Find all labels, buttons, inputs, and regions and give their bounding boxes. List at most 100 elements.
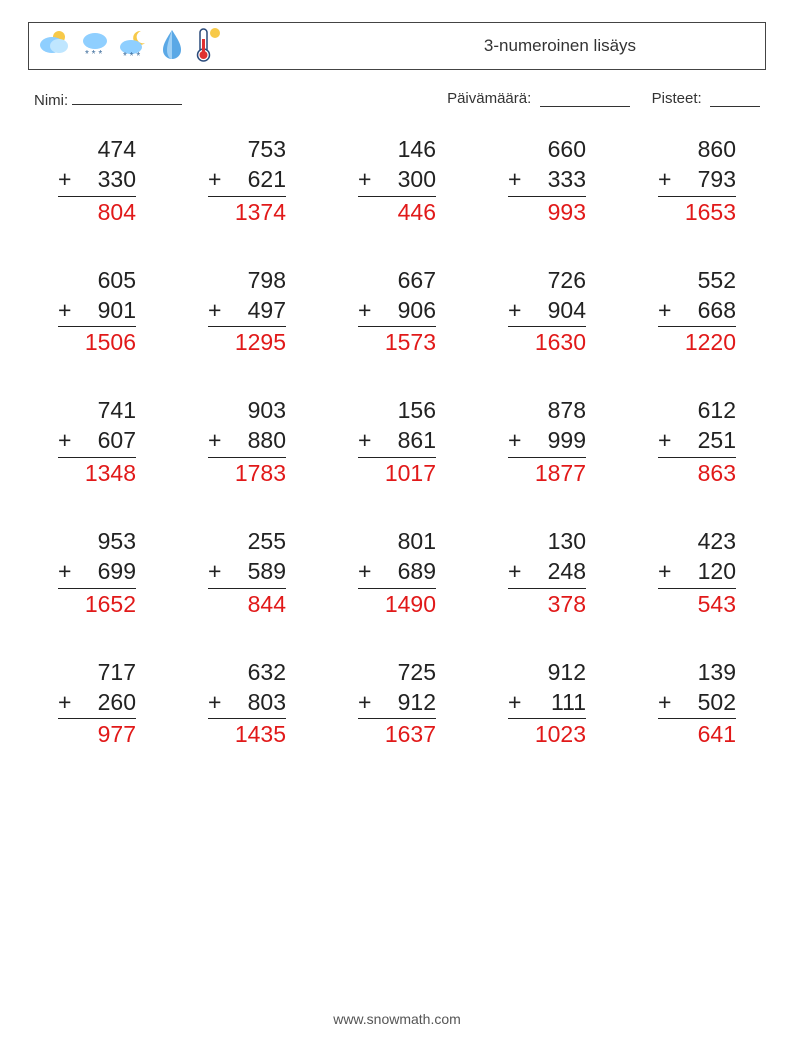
operand-block: 725+912 xyxy=(358,658,436,720)
operand-block: 660+333 xyxy=(508,135,586,197)
operand-block: 741+607 xyxy=(58,396,136,458)
addend-top: 423 xyxy=(658,527,736,557)
plus-sign: + xyxy=(358,557,372,587)
operand-block: 798+497 xyxy=(208,266,286,328)
problem: 903+8801783 xyxy=(192,396,302,489)
plus-sign: + xyxy=(358,165,372,195)
addend-top: 605 xyxy=(58,266,136,296)
addend-row: +607 xyxy=(58,426,136,458)
addend-bottom: 111 xyxy=(522,688,586,718)
plus-sign: + xyxy=(58,426,72,456)
plus-sign: + xyxy=(58,165,72,195)
plus-sign: + xyxy=(58,557,72,587)
answer: 977 xyxy=(58,720,136,750)
answer: 1435 xyxy=(208,720,286,750)
addend-row: +793 xyxy=(658,165,736,197)
addend-bottom: 793 xyxy=(672,165,736,195)
name-blank[interactable] xyxy=(72,90,182,105)
plus-sign: + xyxy=(508,557,522,587)
header-icons: * * * * * * xyxy=(37,25,223,68)
addend-top: 725 xyxy=(358,658,436,688)
problem: 146+300446 xyxy=(342,135,452,228)
addend-top: 860 xyxy=(658,135,736,165)
raindrop-icon xyxy=(157,27,187,66)
plus-sign: + xyxy=(508,165,522,195)
addend-row: +880 xyxy=(208,426,286,458)
operand-block: 860+793 xyxy=(658,135,736,197)
name-label: Nimi: xyxy=(34,92,68,109)
answer: 1652 xyxy=(58,590,136,620)
operand-block: 156+861 xyxy=(358,396,436,458)
addend-top: 667 xyxy=(358,266,436,296)
addend-row: +668 xyxy=(658,296,736,328)
problem: 878+9991877 xyxy=(492,396,602,489)
addend-top: 146 xyxy=(358,135,436,165)
plus-sign: + xyxy=(208,557,222,587)
operand-block: 726+904 xyxy=(508,266,586,328)
addend-bottom: 880 xyxy=(222,426,286,456)
answer: 863 xyxy=(658,459,736,489)
operand-block: 612+251 xyxy=(658,396,736,458)
plus-sign: + xyxy=(208,688,222,718)
plus-sign: + xyxy=(358,426,372,456)
operand-block: 912+111 xyxy=(508,658,586,720)
answer: 1017 xyxy=(358,459,436,489)
operand-block: 605+901 xyxy=(58,266,136,328)
addend-row: +901 xyxy=(58,296,136,328)
worksheet-title: 3-numeroinen lisäys xyxy=(223,36,757,56)
addend-top: 953 xyxy=(58,527,136,557)
answer: 1023 xyxy=(508,720,586,750)
plus-sign: + xyxy=(658,557,672,587)
plus-sign: + xyxy=(58,688,72,718)
score-field: Pisteet: xyxy=(652,90,760,107)
addend-row: +300 xyxy=(358,165,436,197)
addend-bottom: 333 xyxy=(522,165,586,195)
problem: 953+6991652 xyxy=(42,527,152,620)
answer: 1653 xyxy=(658,198,736,228)
problem: 255+589844 xyxy=(192,527,302,620)
date-blank[interactable] xyxy=(540,92,630,107)
operand-block: 632+803 xyxy=(208,658,286,720)
problem: 725+9121637 xyxy=(342,658,452,751)
answer: 378 xyxy=(508,590,586,620)
answer: 993 xyxy=(508,198,586,228)
addend-row: +120 xyxy=(658,557,736,589)
addend-top: 912 xyxy=(508,658,586,688)
addend-top: 552 xyxy=(658,266,736,296)
addend-bottom: 251 xyxy=(672,426,736,456)
date-field: Päivämäärä: xyxy=(447,90,630,107)
addend-bottom: 904 xyxy=(522,296,586,326)
addend-row: +260 xyxy=(58,688,136,720)
operand-block: 255+589 xyxy=(208,527,286,589)
problem: 726+9041630 xyxy=(492,266,602,359)
plus-sign: + xyxy=(208,165,222,195)
answer: 446 xyxy=(358,198,436,228)
addend-row: +589 xyxy=(208,557,286,589)
addend-bottom: 260 xyxy=(72,688,136,718)
addend-row: +699 xyxy=(58,557,136,589)
answer: 804 xyxy=(58,198,136,228)
name-field: Nimi: xyxy=(34,90,182,109)
addend-top: 660 xyxy=(508,135,586,165)
addend-row: +111 xyxy=(508,688,586,720)
operand-block: 474+330 xyxy=(58,135,136,197)
meta-row: Nimi: Päivämäärä: Pisteet: xyxy=(34,90,760,109)
score-blank[interactable] xyxy=(710,92,760,107)
addend-row: +861 xyxy=(358,426,436,458)
addend-bottom: 901 xyxy=(72,296,136,326)
addend-top: 139 xyxy=(658,658,736,688)
snow-cloud-icon: * * * xyxy=(77,27,113,66)
plus-sign: + xyxy=(58,296,72,326)
addend-bottom: 912 xyxy=(372,688,436,718)
operand-block: 146+300 xyxy=(358,135,436,197)
addend-bottom: 497 xyxy=(222,296,286,326)
addend-row: +906 xyxy=(358,296,436,328)
problem: 156+8611017 xyxy=(342,396,452,489)
plus-sign: + xyxy=(208,296,222,326)
plus-sign: + xyxy=(658,688,672,718)
problem: 801+6891490 xyxy=(342,527,452,620)
addend-bottom: 248 xyxy=(522,557,586,587)
sun-cloud-icon xyxy=(37,27,73,66)
answer: 1490 xyxy=(358,590,436,620)
addend-row: +689 xyxy=(358,557,436,589)
